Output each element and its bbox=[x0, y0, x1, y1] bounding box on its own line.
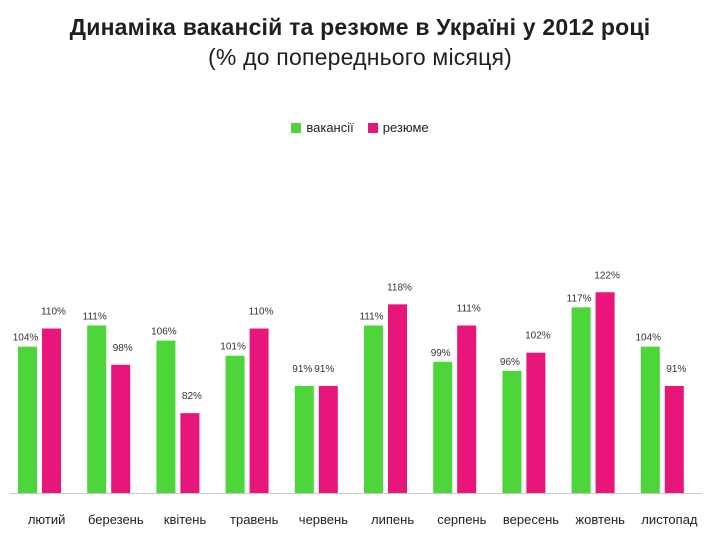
value-label-resumes-2: 98% bbox=[113, 343, 133, 354]
bar-resumes-7 bbox=[457, 325, 477, 493]
legend-swatch-vacancies bbox=[291, 122, 302, 133]
value-label-resumes-4: 110% bbox=[249, 307, 274, 318]
value-label-vacancies-3: 106% bbox=[151, 327, 177, 338]
value-label-vacancies-10: 104% bbox=[636, 333, 662, 344]
category-label-9: жовтень bbox=[575, 512, 625, 527]
value-label-resumes-8: 102% bbox=[525, 331, 551, 342]
value-label-vacancies-8: 96% bbox=[500, 357, 520, 368]
bar-resumes-1 bbox=[42, 328, 61, 493]
value-label-resumes-6: 118% bbox=[387, 282, 412, 293]
value-label-vacancies-9: 117% bbox=[567, 293, 592, 304]
bar-vacancies-10 bbox=[640, 346, 660, 493]
value-label-vacancies-1: 104% bbox=[13, 333, 39, 344]
bar-resumes-10 bbox=[664, 385, 684, 493]
bar-vacancies-7 bbox=[433, 361, 453, 493]
value-label-resumes-7: 111% bbox=[457, 304, 481, 315]
category-label-10: листопад bbox=[641, 512, 698, 527]
bar-vacancies-4 bbox=[225, 355, 245, 493]
bar-resumes-3 bbox=[180, 413, 200, 493]
chart-title: Динаміка вакансій та резюме в Україні у … bbox=[69, 14, 651, 40]
value-label-vacancies-4: 101% bbox=[220, 342, 246, 353]
bar-resumes-5 bbox=[318, 385, 338, 493]
bar-vacancies-2 bbox=[87, 325, 107, 493]
legend-label-resumes: резюме bbox=[382, 120, 429, 135]
value-label-resumes-10: 91% bbox=[666, 364, 686, 375]
chart-subtitle: (% до попереднього місяця) bbox=[208, 44, 512, 70]
value-label-vacancies-2: 111% bbox=[83, 312, 107, 323]
bar-vacancies-5 bbox=[294, 385, 314, 493]
category-label-1: лютий bbox=[28, 512, 66, 527]
value-label-resumes-1: 110% bbox=[41, 307, 66, 318]
value-label-vacancies-7: 99% bbox=[431, 348, 451, 359]
bar-vacancies-3 bbox=[156, 340, 176, 493]
bar-resumes-2 bbox=[111, 364, 131, 493]
bar-vacancies-9 bbox=[571, 307, 591, 493]
bar-resumes-9 bbox=[595, 292, 615, 493]
category-label-5: червень bbox=[299, 512, 348, 527]
bar-resumes-8 bbox=[526, 352, 546, 493]
legend-item-resumes: резюме bbox=[367, 120, 429, 135]
category-label-8: вересень bbox=[503, 512, 559, 527]
value-label-resumes-9: 122% bbox=[594, 270, 620, 281]
bar-vacancies-1 bbox=[18, 346, 37, 493]
category-label-6: липень bbox=[371, 512, 414, 527]
category-label-7: серпень bbox=[437, 512, 486, 527]
value-label-resumes-5: 91% bbox=[314, 364, 334, 375]
bar-vacancies-6 bbox=[364, 325, 383, 493]
legend: вакансії резюме bbox=[0, 120, 720, 135]
bar-vacancies-8 bbox=[502, 370, 522, 493]
category-label-3: квітень bbox=[164, 512, 207, 527]
legend-label-vacancies: вакансії bbox=[306, 120, 354, 135]
legend-swatch-resumes bbox=[367, 122, 378, 133]
value-label-resumes-3: 82% bbox=[182, 391, 202, 402]
bar-resumes-4 bbox=[249, 328, 269, 493]
value-label-vacancies-6: 111% bbox=[359, 312, 383, 323]
bar-resumes-6 bbox=[388, 304, 407, 493]
legend-item-vacancies: вакансії bbox=[291, 120, 354, 135]
category-label-4: травень bbox=[230, 512, 279, 527]
value-label-vacancies-5: 91% bbox=[292, 364, 312, 375]
category-label-2: березень bbox=[88, 512, 144, 527]
